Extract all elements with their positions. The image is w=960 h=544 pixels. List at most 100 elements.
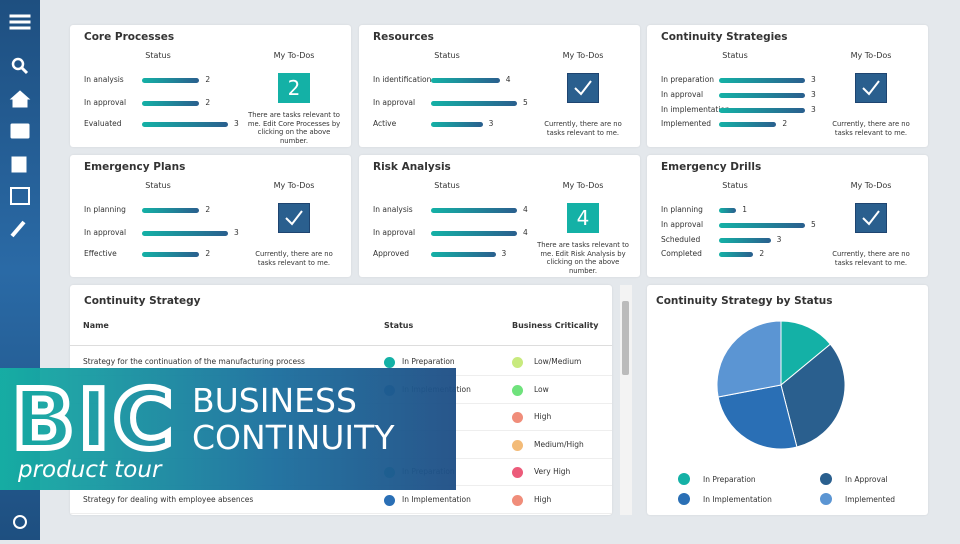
row-status: In Preparation bbox=[402, 467, 455, 476]
row-criticality: Low bbox=[534, 384, 549, 394]
status-bar bbox=[142, 78, 200, 83]
card-title: Continuity Strategies bbox=[661, 31, 788, 43]
widget-card: Core Processes Status My To-Dos In analysis… bbox=[70, 25, 351, 147]
check-icon bbox=[862, 210, 880, 226]
row-rule bbox=[70, 457, 612, 459]
status-bar bbox=[431, 231, 517, 236]
column-header: My To-Dos bbox=[273, 181, 315, 190]
folder-icon[interactable] bbox=[10, 123, 30, 139]
status-label: In analysis bbox=[373, 205, 413, 214]
status-bar bbox=[719, 78, 805, 83]
header-rule bbox=[70, 345, 612, 346]
menu-icon[interactable] bbox=[9, 14, 31, 18]
status-bar bbox=[431, 208, 517, 213]
column-header: My To-Dos bbox=[273, 51, 315, 60]
row-criticality: Medium/High bbox=[534, 439, 584, 449]
status-value: 3 bbox=[776, 235, 782, 244]
todo-check bbox=[567, 73, 599, 103]
row-rule bbox=[70, 375, 612, 376]
row-rule bbox=[70, 402, 612, 404]
status-value: 5 bbox=[523, 98, 528, 107]
widget-card: Risk Analysis Status My To-Dos In analysis 4… bbox=[359, 155, 640, 277]
criticality-dot bbox=[512, 439, 523, 451]
row-status: In Preparation bbox=[402, 357, 455, 366]
status-value: 2 bbox=[205, 75, 211, 84]
column-header: Status bbox=[434, 181, 460, 190]
power-icon[interactable] bbox=[13, 515, 27, 529]
tools-icon[interactable] bbox=[10, 220, 26, 238]
row-rule bbox=[70, 430, 612, 431]
criticality-dot bbox=[512, 384, 523, 396]
column-header: My To-Dos bbox=[562, 181, 604, 190]
status-bar bbox=[142, 101, 200, 106]
status-value: 2 bbox=[782, 119, 788, 128]
column-header: My To-Dos bbox=[850, 51, 892, 60]
legend-swatch bbox=[678, 473, 690, 485]
status-label: In approval bbox=[84, 228, 127, 237]
legend-swatch bbox=[678, 493, 690, 505]
status-label: In analysis bbox=[84, 75, 124, 84]
check-icon bbox=[285, 210, 303, 226]
widget-card: Continuity Strategies Status My To-Dos In p… bbox=[647, 25, 928, 147]
status-label: In approval bbox=[84, 98, 127, 107]
table-header: Business Criticality bbox=[512, 321, 599, 330]
home-icon[interactable] bbox=[9, 90, 31, 108]
pie-slice bbox=[780, 320, 832, 387]
status-bar bbox=[431, 101, 517, 106]
todo-text: Currently, there are no tasks relevant t… bbox=[832, 250, 910, 267]
report-icon[interactable] bbox=[10, 187, 30, 205]
status-label: Scheduled bbox=[661, 235, 701, 244]
todo-check bbox=[855, 73, 887, 103]
column-header: Status bbox=[145, 51, 171, 60]
status-value: 3 bbox=[234, 119, 239, 128]
document-icon[interactable] bbox=[11, 156, 27, 173]
row-criticality: Low/Medium bbox=[534, 357, 582, 366]
table-title: Continuity Strategy bbox=[84, 295, 201, 307]
row-rule bbox=[70, 512, 612, 514]
widget-card: Emergency Plans Status My To-Dos In plannin… bbox=[70, 155, 351, 277]
criticality-dot bbox=[512, 412, 523, 423]
status-label: Completed bbox=[661, 249, 702, 258]
pie-slice bbox=[716, 320, 782, 398]
search-icon[interactable] bbox=[11, 57, 25, 71]
pie-title: Continuity Strategy by Status bbox=[656, 295, 833, 307]
status-dot bbox=[384, 357, 395, 368]
status-value: 4 bbox=[523, 205, 528, 214]
status-label: In planning bbox=[84, 205, 126, 214]
status-label: Effective bbox=[84, 249, 117, 258]
status-dot bbox=[384, 494, 395, 506]
check-icon bbox=[862, 80, 880, 96]
card-title: Core Processes bbox=[84, 31, 175, 43]
legend-label: Implemented bbox=[845, 495, 895, 504]
criticality-dot bbox=[512, 467, 523, 478]
status-bar bbox=[142, 208, 200, 213]
todo-check bbox=[855, 203, 887, 233]
row-criticality: Very High bbox=[534, 467, 571, 476]
criticality-dot bbox=[512, 494, 523, 506]
row-name: Strategy for the continuation of the man… bbox=[83, 357, 305, 366]
status-value: 3 bbox=[811, 75, 816, 84]
status-value: 4 bbox=[523, 228, 528, 237]
status-bar bbox=[142, 122, 228, 127]
status-bar bbox=[142, 252, 200, 257]
legend-label: In Implementation bbox=[703, 495, 772, 504]
pie-card: Continuity Strategy by Status In Preparat… bbox=[647, 285, 928, 515]
check-icon bbox=[574, 80, 592, 96]
todo-check bbox=[278, 203, 310, 233]
status-value: 3 bbox=[811, 105, 816, 114]
status-bar bbox=[431, 78, 500, 83]
status-value: 4 bbox=[505, 75, 511, 84]
sidebar-icons bbox=[9, 14, 31, 529]
row-name: Strategy for dealing with employee absen… bbox=[83, 494, 254, 504]
card-title: Emergency Plans bbox=[84, 161, 186, 173]
row-status: In Implementation bbox=[402, 384, 471, 394]
column-header: Status bbox=[145, 181, 171, 190]
todo-text: There are tasks relevant to me. Edit Ris… bbox=[537, 241, 629, 275]
todo-count[interactable]: 4 bbox=[567, 203, 599, 233]
status-bar bbox=[719, 208, 737, 213]
scroll-thumb[interactable] bbox=[622, 301, 629, 375]
todo-count[interactable]: 2 bbox=[278, 73, 310, 103]
row-rule bbox=[70, 485, 612, 486]
legend-swatch bbox=[820, 493, 832, 505]
